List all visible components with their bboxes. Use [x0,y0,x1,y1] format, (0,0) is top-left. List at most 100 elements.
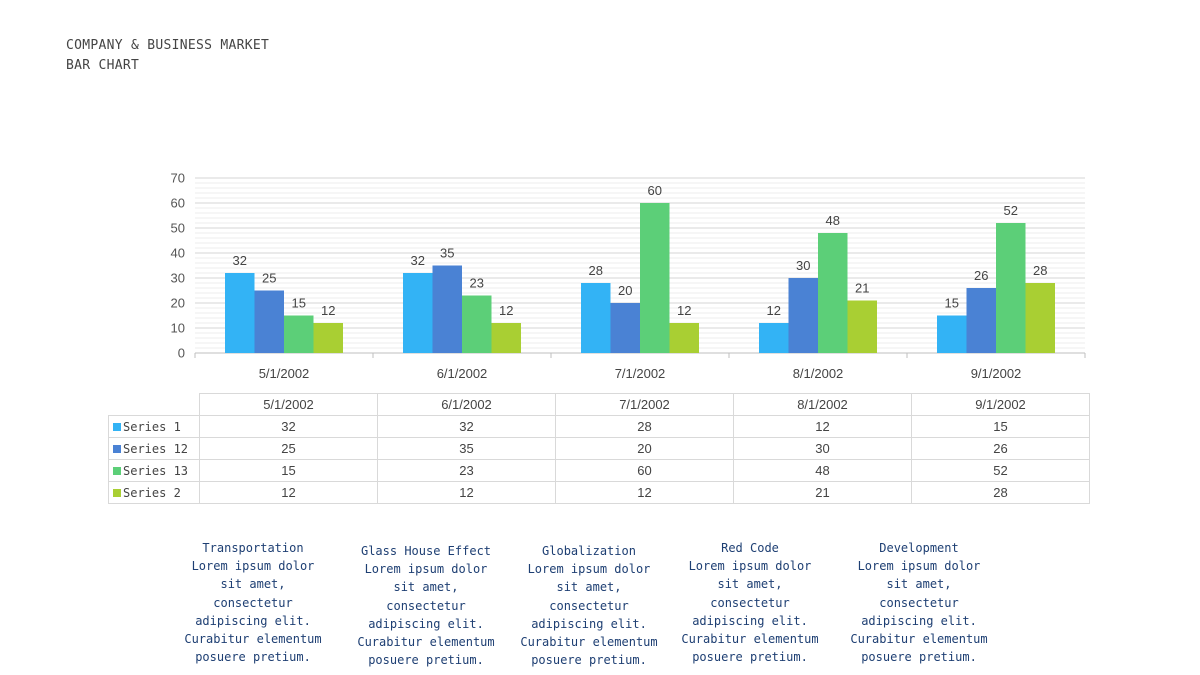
data-cell: 15 [199,459,378,482]
legend-swatch [113,466,121,475]
data-label: 28 [589,263,603,278]
data-table-row: Series 1 32 32 28 12 15 [108,415,1090,438]
data-label: 12 [677,303,691,318]
legend-entry: Series 2 [108,481,200,504]
note-line: posuere pretium. [368,653,484,668]
note-card: Transportation Lorem ipsum dolor sit ame… [163,539,343,666]
note-line: posuere pretium. [195,650,311,665]
data-table-col-header: 8/1/2002 [733,393,912,416]
note-line: consectetur [386,598,466,613]
data-label: 26 [974,268,988,283]
data-table-row: Series 12 25 35 20 30 26 [108,437,1090,460]
data-cell: 12 [555,481,734,504]
y-tick-label: 10 [171,321,185,336]
bar [759,323,789,353]
bar [847,300,877,353]
note-line: Curabitur elementum [357,635,495,650]
data-label: 12 [321,303,335,318]
data-label: 32 [233,253,247,268]
note-line: posuere pretium. [531,653,647,668]
x-tick-label: 7/1/2002 [615,366,666,381]
data-cell: 60 [555,459,734,482]
legend-swatch [113,444,121,453]
data-cell: 52 [911,459,1090,482]
legend-entry: Series 1 [108,415,200,438]
bar [225,273,255,353]
y-tick-label: 70 [171,171,185,186]
note-card: Red Code Lorem ipsum dolor sit amet, con… [660,539,840,666]
data-table-row: Series 13 15 23 60 48 52 [108,459,1090,482]
bar [254,290,284,353]
data-table-col-header: 7/1/2002 [555,393,734,416]
bar [284,315,314,353]
note-line: consectetur [549,598,629,613]
y-tick-label: 40 [171,246,185,261]
note-line: sit amet, [886,577,952,592]
note-title: Red Code [721,541,779,555]
bar [788,278,818,353]
note-line: adipiscing elit. [368,616,484,631]
data-cell: 23 [377,459,556,482]
data-table-col-header: 9/1/2002 [911,393,1090,416]
page-title: COMPANY & BUSINESS MARKET [66,38,270,53]
data-label: 30 [796,258,810,273]
data-cell: 35 [377,437,556,460]
data-cell: 25 [199,437,378,460]
note-line: posuere pretium. [692,650,808,665]
data-cell: 21 [733,481,912,504]
data-cell: 12 [377,481,556,504]
note-line: Lorem ipsum dolor [364,562,488,577]
bar [937,315,967,353]
data-label: 12 [499,303,513,318]
note-line: Lorem ipsum dolor [191,559,315,574]
bar [313,323,343,353]
legend-label: Series 13 [123,463,189,478]
note-line: sit amet, [556,580,622,595]
x-tick-label: 8/1/2002 [793,366,844,381]
y-tick-label: 0 [178,346,185,361]
data-table-col-header: 6/1/2002 [377,393,556,416]
note-line: posuere pretium. [861,650,977,665]
data-label: 20 [618,283,632,298]
note-card: Glass House Effect Lorem ipsum dolor sit… [336,542,516,669]
data-label: 48 [826,213,840,228]
y-tick-label: 60 [171,196,185,211]
note-line: Curabitur elementum [850,632,988,647]
bar [1025,283,1055,353]
legend-label: Series 2 [123,485,181,500]
page-subtitle: BAR CHART [66,58,140,73]
data-table-corner [108,393,200,416]
bar [491,323,521,353]
x-tick-label: 6/1/2002 [437,366,488,381]
data-label: 15 [292,296,306,311]
data-table-col-header: 5/1/2002 [199,393,378,416]
data-cell: 28 [911,481,1090,504]
data-cell: 28 [555,415,734,438]
y-tick-label: 50 [171,221,185,236]
bar [996,223,1026,353]
data-cell: 12 [199,481,378,504]
note-line: Lorem ipsum dolor [688,559,812,574]
y-tick-label: 20 [171,296,185,311]
bar [640,203,670,353]
note-line: Lorem ipsum dolor [527,562,651,577]
note-line: adipiscing elit. [531,616,647,631]
data-table-row: Series 2 12 12 12 21 28 [108,481,1090,504]
data-label: 32 [411,253,425,268]
note-line: consectetur [879,595,959,610]
note-line: Curabitur elementum [520,635,658,650]
note-line: Curabitur elementum [681,632,819,647]
note-line: Lorem ipsum dolor [857,559,981,574]
x-tick-label: 5/1/2002 [259,366,310,381]
bar [581,283,611,353]
note-line: sit amet, [393,580,459,595]
note-card: Development Lorem ipsum dolor sit amet, … [829,539,1009,666]
note-title: Globalization [542,544,636,558]
note-line: adipiscing elit. [195,613,311,628]
legend-entry: Series 13 [108,459,200,482]
data-label: 28 [1033,263,1047,278]
bar [669,323,699,353]
bar [818,233,848,353]
data-label: 52 [1004,203,1018,218]
data-label: 15 [945,296,959,311]
